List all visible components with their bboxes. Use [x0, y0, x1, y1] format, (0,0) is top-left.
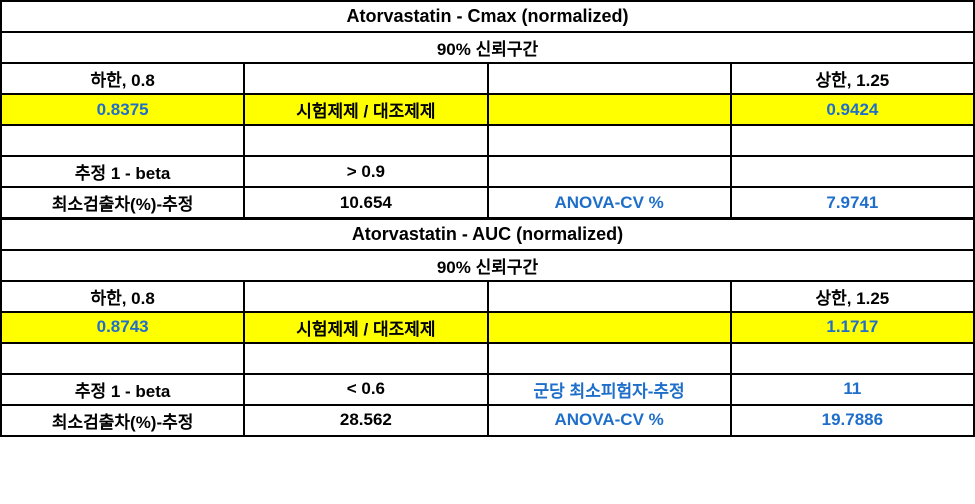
empty-cell: [244, 125, 487, 156]
section2-beta-label: 추정 1 - beta: [1, 374, 244, 405]
empty-cell: [1, 125, 244, 156]
section1-upper-val: 0.9424: [731, 94, 974, 125]
empty-cell: [488, 312, 731, 343]
empty-cell: [244, 343, 487, 374]
section1-beta-row: 추정 1 - beta > 0.9: [1, 156, 974, 187]
empty-cell: [488, 281, 731, 312]
section1-beta-label: 추정 1 - beta: [1, 156, 244, 187]
section1-beta-val: > 0.9: [244, 156, 487, 187]
section2-lower-val: 0.8743: [1, 312, 244, 343]
section1-ci-label: 90% 신뢰구간: [1, 32, 974, 63]
section2-mindet-val: 28.562: [244, 405, 487, 436]
empty-cell: [488, 125, 731, 156]
section2-title: Atorvastatin - AUC (normalized): [1, 219, 974, 250]
section1-title-row: Atorvastatin - Cmax (normalized): [1, 1, 974, 32]
section1-mindet-label: 최소검출차(%)-추정: [1, 187, 244, 219]
empty-cell: [244, 63, 487, 94]
section2-values-row: 0.8743 시험제제 / 대조제제 1.1717: [1, 312, 974, 343]
empty-cell: [1, 343, 244, 374]
section1-upper-label: 상한, 1.25: [731, 63, 974, 94]
section1-lower-label: 하한, 0.8: [1, 63, 244, 94]
section2-ci-label: 90% 신뢰구간: [1, 250, 974, 281]
section2-spacer-row: [1, 343, 974, 374]
section1-mindet-row: 최소검출차(%)-추정 10.654 ANOVA-CV % 7.9741: [1, 187, 974, 219]
section2-limits-row: 하한, 0.8 상한, 1.25: [1, 281, 974, 312]
section1-limits-row: 하한, 0.8 상한, 1.25: [1, 63, 974, 94]
section2-title-row: Atorvastatin - AUC (normalized): [1, 219, 974, 250]
section2-beta-row: 추정 1 - beta < 0.6 군당 최소피험자-추정 11: [1, 374, 974, 405]
section2-ci-row: 90% 신뢰구간: [1, 250, 974, 281]
section1-ci-row: 90% 신뢰구간: [1, 32, 974, 63]
section2-anova-val: 19.7886: [731, 405, 974, 436]
section2-anova-label: ANOVA-CV %: [488, 405, 731, 436]
empty-cell: [488, 343, 731, 374]
empty-cell: [488, 63, 731, 94]
section1-ratio-label: 시험제제 / 대조제제: [244, 94, 487, 125]
section2-ratio-label: 시험제제 / 대조제제: [244, 312, 487, 343]
section1-minsub-label: [488, 156, 731, 187]
empty-cell: [731, 125, 974, 156]
section2-mindet-label: 최소검출차(%)-추정: [1, 405, 244, 436]
section1-minsub-val: [731, 156, 974, 187]
empty-cell: [244, 281, 487, 312]
section2-beta-val: < 0.6: [244, 374, 487, 405]
section1-values-row: 0.8375 시험제제 / 대조제제 0.9424: [1, 94, 974, 125]
section2-upper-val: 1.1717: [731, 312, 974, 343]
stats-table: Atorvastatin - Cmax (normalized) 90% 신뢰구…: [0, 0, 975, 437]
section1-anova-val: 7.9741: [731, 187, 974, 219]
empty-cell: [488, 94, 731, 125]
section2-minsub-val: 11: [731, 374, 974, 405]
section1-title: Atorvastatin - Cmax (normalized): [1, 1, 974, 32]
section2-lower-label: 하한, 0.8: [1, 281, 244, 312]
section2-mindet-row: 최소검출차(%)-추정 28.562 ANOVA-CV % 19.7886: [1, 405, 974, 436]
section2-minsub-label: 군당 최소피험자-추정: [488, 374, 731, 405]
section1-mindet-val: 10.654: [244, 187, 487, 219]
section1-lower-val: 0.8375: [1, 94, 244, 125]
section1-anova-label: ANOVA-CV %: [488, 187, 731, 219]
empty-cell: [731, 343, 974, 374]
section1-spacer-row: [1, 125, 974, 156]
section2-upper-label: 상한, 1.25: [731, 281, 974, 312]
